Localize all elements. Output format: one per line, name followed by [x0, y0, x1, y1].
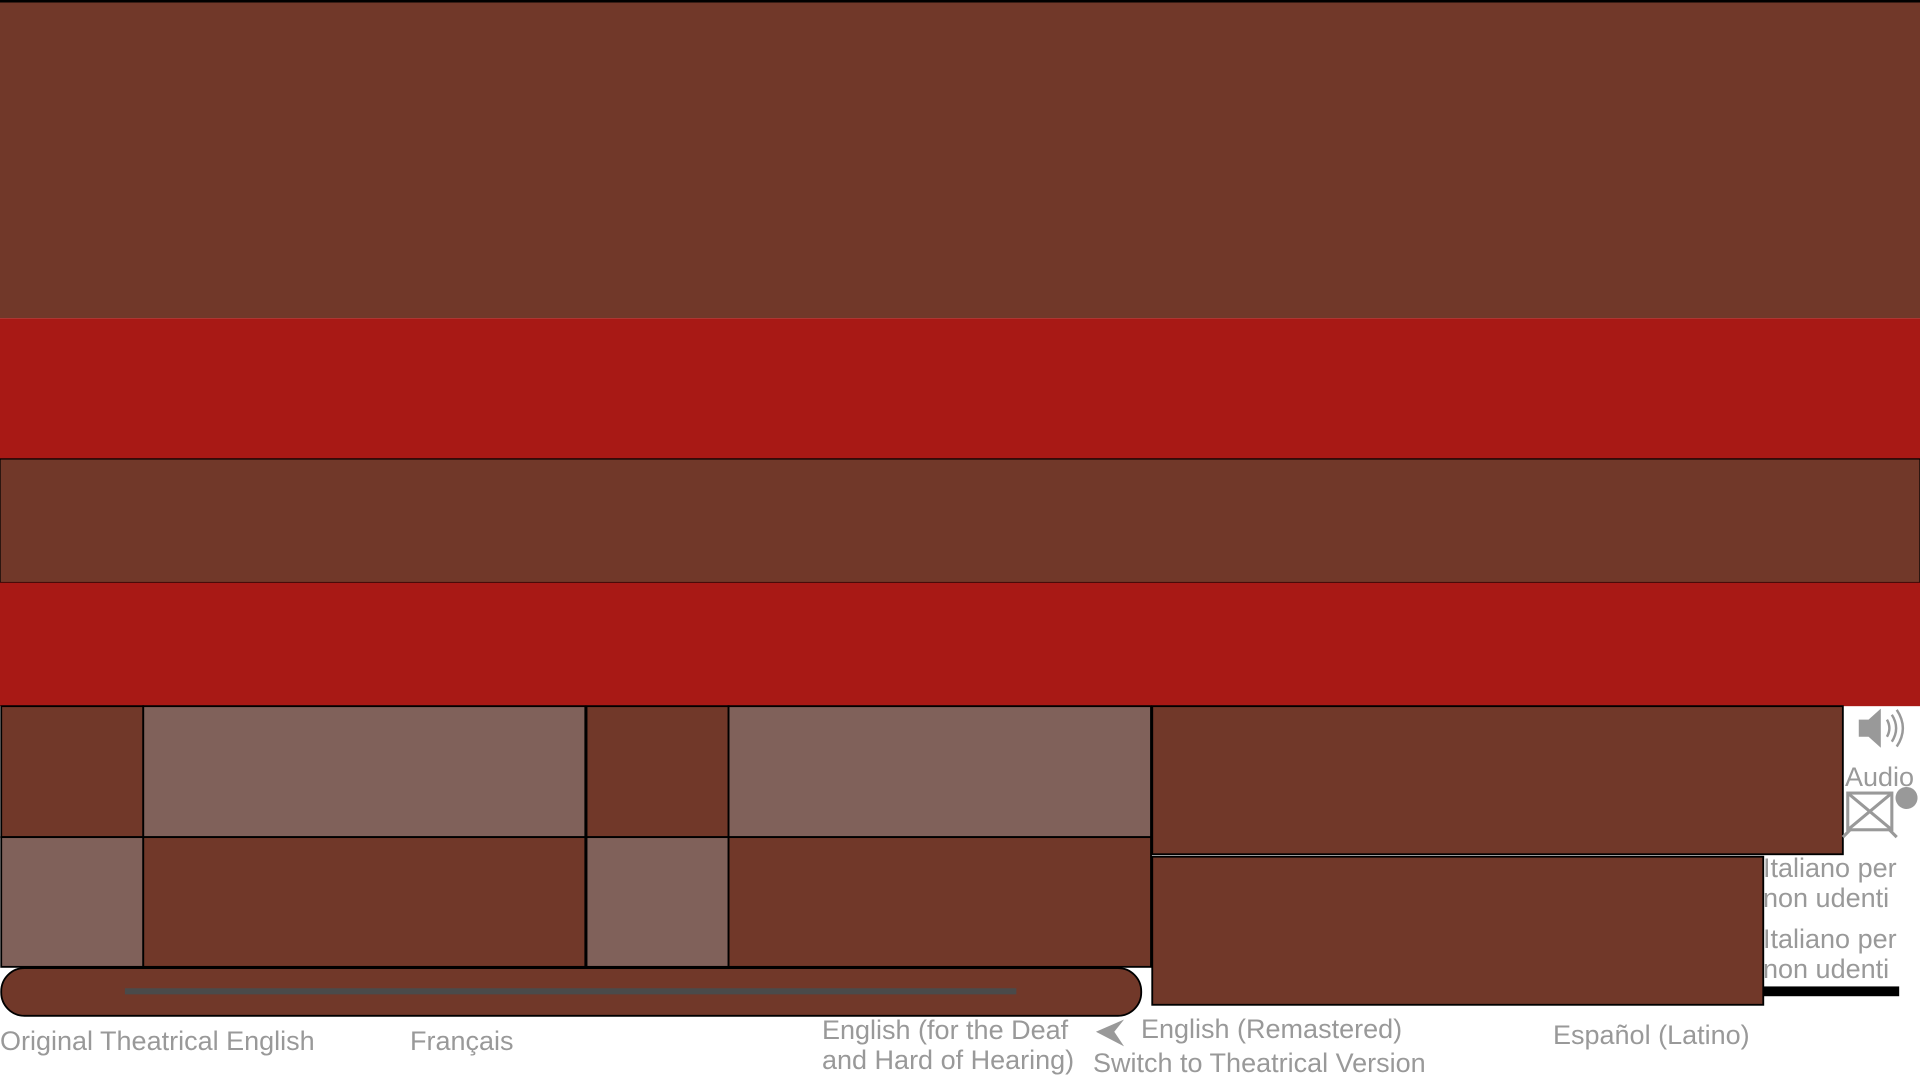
subtitle-option[interactable]: Italiano per non udenti: [1763, 924, 1897, 984]
tile[interactable]: [0, 705, 145, 839]
subtitle-icon[interactable]: [1841, 786, 1918, 839]
tile[interactable]: [727, 836, 1152, 968]
tile[interactable]: [142, 836, 587, 968]
top-band: [0, 0, 1920, 319]
switch-version[interactable]: Switch to Theatrical Version: [1093, 1048, 1426, 1077]
brown-band: [0, 458, 1920, 584]
audio-label: Audio: [1845, 762, 1915, 792]
audio-track[interactable]: Français: [410, 1026, 514, 1056]
speaker-icon[interactable]: [1858, 708, 1905, 748]
panel[interactable]: [1151, 855, 1765, 1006]
tile[interactable]: [142, 705, 587, 839]
panel[interactable]: [1151, 705, 1844, 856]
audio-track[interactable]: English (for the Deaf and Hard of Hearin…: [822, 1015, 1075, 1075]
selection-bar: [1763, 986, 1900, 997]
red-band: [0, 318, 1920, 459]
back-arrow[interactable]: [1095, 1019, 1125, 1047]
audio-track[interactable]: English (Remastered): [1141, 1014, 1403, 1044]
tile[interactable]: [0, 836, 145, 968]
audio-track[interactable]: Español (Latino): [1553, 1020, 1750, 1050]
red-band: [0, 582, 1920, 707]
audio-track[interactable]: Original Theatrical English: [0, 1026, 315, 1056]
tile[interactable]: [727, 705, 1152, 839]
tile[interactable]: [585, 705, 730, 839]
subtitle-option[interactable]: Italiano per non udenti: [1763, 853, 1897, 913]
tile[interactable]: [585, 836, 730, 968]
